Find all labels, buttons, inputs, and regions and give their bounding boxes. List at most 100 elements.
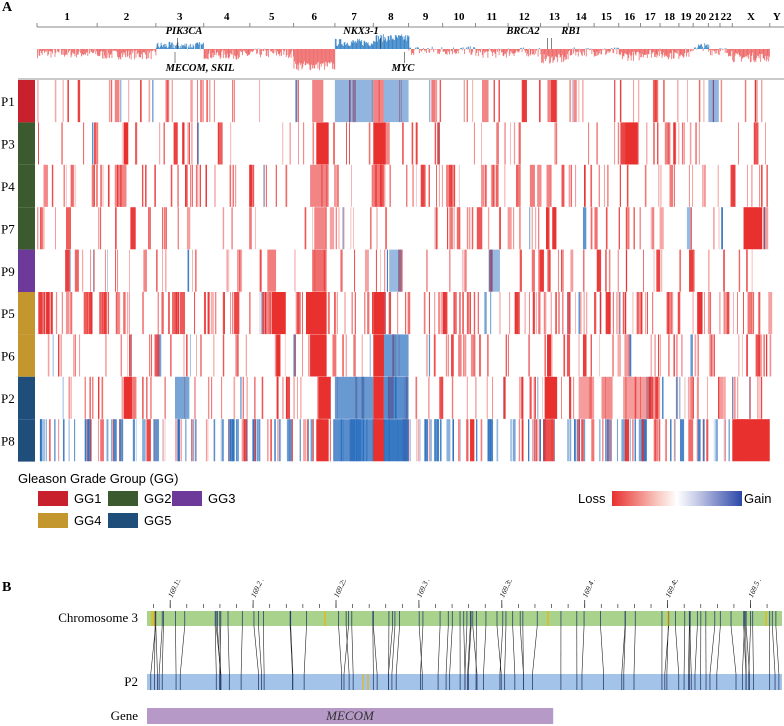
profile-bar xyxy=(166,46,168,49)
chromosome-label-18: 18 xyxy=(664,11,676,23)
profile-bar xyxy=(485,49,487,52)
cna-stripe xyxy=(574,419,576,462)
cna-segment-P2-chr17 xyxy=(640,376,661,420)
profile-bar xyxy=(643,49,645,56)
profile-bar xyxy=(137,49,139,53)
profile-bar xyxy=(637,49,638,52)
chromosome-label-20: 20 xyxy=(695,11,707,23)
cna-stripe xyxy=(487,207,490,250)
profile-bar xyxy=(171,42,173,49)
cna-stripe xyxy=(761,80,763,123)
cna-stripe xyxy=(713,207,715,250)
cna-stripe xyxy=(217,122,220,165)
profile-bar xyxy=(190,43,192,49)
breakpoint-connector xyxy=(150,625,156,675)
cna-segment-P2-chr15 xyxy=(601,376,613,420)
cna-stripe xyxy=(456,207,461,250)
profile-bar xyxy=(609,49,611,53)
cna-stripe xyxy=(68,419,70,462)
cna-stripe xyxy=(60,334,63,377)
legend-title: Gleason Grade Group (GG) xyxy=(18,471,179,486)
cna-stripe xyxy=(632,292,634,335)
profile-bar xyxy=(693,47,695,49)
profile-bar xyxy=(686,49,688,54)
breakpoint-connector xyxy=(532,625,538,675)
cna-stripe xyxy=(197,122,199,165)
cna-stripe xyxy=(652,207,655,250)
cna-stripe xyxy=(443,292,448,335)
cna-stripe xyxy=(490,419,492,462)
profile-bar xyxy=(658,49,659,52)
cna-stripe xyxy=(203,292,206,335)
cna-stripe xyxy=(52,164,54,208)
profile-bar xyxy=(511,49,513,53)
cna-stripe xyxy=(237,419,239,462)
profile-bar xyxy=(540,49,542,55)
cna-stripe xyxy=(570,249,574,292)
profile-bar xyxy=(202,43,204,49)
breakpoint-connector xyxy=(240,625,243,675)
profile-bar xyxy=(758,49,760,59)
profile-bar xyxy=(434,49,436,50)
profile-bar xyxy=(768,49,770,62)
cna-stripe xyxy=(270,419,272,462)
cna-stripe xyxy=(190,334,191,377)
cna-stripe xyxy=(112,419,114,462)
profile-bar xyxy=(624,49,626,54)
profile-bar xyxy=(471,49,473,55)
profile-bar xyxy=(205,49,207,59)
cna-segment-P1-chr11 xyxy=(482,80,489,123)
cna-stripe xyxy=(566,334,571,377)
cna-stripe xyxy=(578,292,580,335)
cna-stripe xyxy=(436,164,437,208)
cna-stripe xyxy=(135,419,137,462)
profile-bar xyxy=(112,49,114,51)
cna-segment-P6-chr8 xyxy=(373,334,384,377)
cna-stripe xyxy=(732,376,734,420)
cna-stripe xyxy=(766,164,768,208)
profile-bar xyxy=(645,49,647,56)
cna-stripe xyxy=(692,376,694,420)
cna-stripe xyxy=(65,292,70,335)
profile-bar xyxy=(172,48,174,49)
profile-bar xyxy=(402,36,403,49)
profile-bar xyxy=(438,49,439,54)
cna-stripe xyxy=(625,376,627,420)
cna-stripe xyxy=(466,292,469,335)
profile-bar xyxy=(700,44,702,49)
cna-stripe xyxy=(632,419,634,462)
cna-stripe xyxy=(180,419,182,462)
cna-stripe xyxy=(177,207,179,250)
cna-stripe xyxy=(407,292,410,335)
profile-bar xyxy=(449,49,450,55)
profile-bar xyxy=(234,49,236,57)
cna-stripe xyxy=(679,249,682,292)
cna-stripe xyxy=(555,292,557,335)
profile-bar xyxy=(141,49,142,54)
profile-bar xyxy=(73,49,75,54)
tick-label: 169.15 Mb xyxy=(166,580,188,599)
profile-bar xyxy=(64,49,65,57)
profile-bar xyxy=(176,43,178,49)
breakpoint-connector xyxy=(468,625,472,675)
cna-stripe xyxy=(723,419,725,462)
legend-gg4: GG4 xyxy=(38,513,101,528)
cna-stripe xyxy=(369,334,372,377)
profile-bar xyxy=(711,49,713,56)
cna-stripe xyxy=(614,122,616,165)
cna-stripe xyxy=(236,334,239,377)
cna-stripe xyxy=(733,376,736,420)
cna-stripe xyxy=(299,419,301,462)
cna-stripe xyxy=(242,376,244,420)
profile-bar xyxy=(536,49,537,51)
cna-stripe xyxy=(426,249,428,292)
cna-stripe xyxy=(202,80,204,123)
profile-bar xyxy=(665,49,667,57)
profile-bar xyxy=(303,49,305,62)
profile-bar xyxy=(323,49,325,70)
cna-stripe xyxy=(558,292,560,335)
cna-segment-P8-chr13 xyxy=(543,419,555,462)
cna-stripe xyxy=(534,376,536,420)
cna-stripe xyxy=(624,334,630,377)
cna-stripe xyxy=(718,376,720,420)
